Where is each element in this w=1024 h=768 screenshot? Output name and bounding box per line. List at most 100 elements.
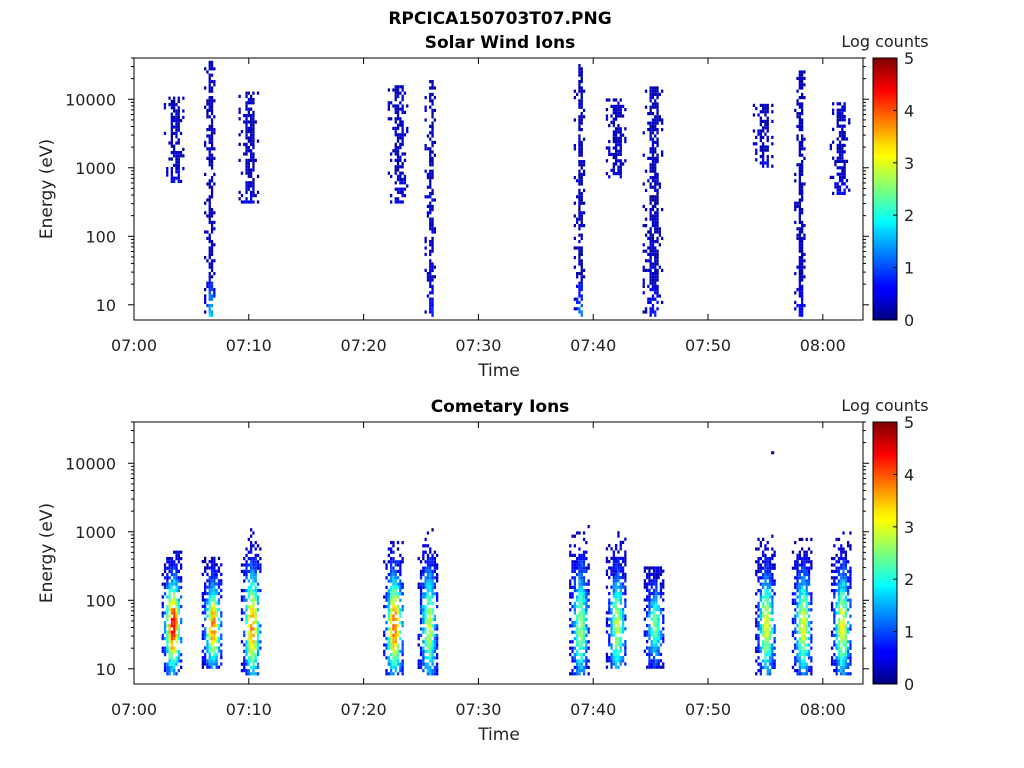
spectrogram-cell	[175, 135, 178, 139]
spectrogram-cell	[436, 653, 439, 657]
spectrogram-cell	[798, 80, 801, 84]
spectrogram-cell	[429, 179, 432, 183]
spectrogram-cell	[163, 611, 167, 615]
spectrogram-cell	[608, 152, 611, 156]
spectrogram-cell	[580, 217, 583, 221]
spectrogram-cell	[175, 109, 178, 113]
spectrogram-cell	[256, 598, 260, 602]
spectrogram-cell	[648, 595, 651, 599]
spectrogram-cell	[245, 181, 248, 185]
spectrogram-cell	[651, 169, 655, 173]
spectrogram-cell	[798, 115, 801, 119]
spectrogram-cell	[247, 579, 250, 583]
spectrogram-cell	[842, 630, 845, 634]
spectrogram-cell	[798, 208, 801, 212]
spectrogram-cell	[585, 541, 588, 545]
spectrogram-cell	[619, 175, 622, 179]
spectrogram-cell	[844, 646, 847, 650]
spectrogram-cell	[256, 608, 260, 612]
spectrogram-cell	[657, 649, 660, 653]
spectrogram-cell	[431, 243, 434, 247]
spectrogram-cell	[394, 608, 397, 612]
spectrogram-cell	[390, 585, 393, 589]
spectrogram-cell	[656, 176, 659, 180]
spectrogram-cell	[757, 643, 760, 647]
spectrogram-cell	[617, 585, 620, 589]
spectrogram-cell	[576, 672, 579, 676]
spectrogram-cell	[656, 224, 659, 228]
spectrogram-cell	[615, 152, 618, 156]
spectrogram-cell	[657, 592, 660, 596]
spectrogram-cell	[587, 630, 590, 634]
spectrogram-cell	[175, 157, 178, 161]
spectrogram-cell	[835, 624, 838, 628]
spectrogram-cell	[798, 268, 801, 272]
spectrogram-cell	[173, 595, 176, 599]
spectrogram-cell	[771, 611, 774, 615]
spectrogram-cell	[648, 646, 651, 650]
spectrogram-cell	[798, 288, 801, 292]
spectrogram-cell	[403, 110, 407, 114]
spectrogram-cell	[394, 110, 397, 114]
spectrogram-cell	[582, 89, 586, 93]
spectrogram-cell	[657, 662, 660, 666]
spectrogram-cell	[757, 627, 760, 631]
spectrogram-cell	[582, 598, 586, 602]
spectrogram-cell	[844, 614, 847, 618]
spectrogram-cell	[615, 108, 618, 112]
spectrogram-cell	[803, 656, 806, 660]
spectrogram-cell	[213, 646, 216, 650]
spectrogram-cell	[422, 585, 425, 589]
spectrogram-cell	[163, 566, 167, 570]
spectrogram-cell	[656, 102, 659, 106]
spectrogram-cell	[654, 134, 657, 138]
spectrogram-cell	[612, 165, 615, 169]
spectrogram-cell	[617, 563, 620, 567]
spectrogram-cell	[429, 160, 432, 164]
spectrogram-cell	[571, 669, 574, 673]
spectrogram-cell	[180, 653, 183, 657]
spectrogram-cell	[801, 140, 804, 144]
spectrogram-cell	[836, 188, 839, 192]
spectrogram-cell	[208, 649, 211, 653]
spectrogram-cell	[757, 637, 760, 641]
spectrogram-cell	[841, 134, 844, 138]
spectrogram-cell	[569, 582, 572, 586]
spectrogram-cell	[180, 563, 183, 567]
spectrogram-cell	[580, 67, 583, 71]
spectrogram-cell	[254, 585, 257, 589]
spectrogram-cell	[252, 560, 255, 564]
spectrogram-cell	[755, 573, 758, 577]
spectrogram-cell	[580, 73, 583, 77]
spectrogram-cell	[833, 611, 836, 615]
spectrogram-cell	[573, 656, 576, 660]
spectrogram-cell	[166, 669, 169, 673]
spectrogram-cell	[798, 243, 801, 247]
spectrogram-cell	[396, 126, 400, 130]
spectrogram-cell	[612, 140, 615, 144]
spectrogram-cell	[662, 592, 665, 596]
spectrogram-cell	[662, 665, 665, 669]
spectrogram-cell	[838, 140, 842, 144]
spectrogram-cell	[771, 119, 774, 123]
spectrogram-cell	[759, 649, 762, 653]
spectrogram-cell	[582, 537, 586, 541]
spectrogram-cell	[419, 582, 423, 586]
spectrogram-cell	[392, 624, 395, 628]
spectrogram-cell	[803, 595, 806, 599]
spectrogram-cell	[206, 99, 209, 103]
spectrogram-cell	[175, 151, 178, 155]
spectrogram-cell	[801, 291, 804, 295]
spectrogram-cell	[841, 179, 844, 183]
spectrogram-cell	[390, 643, 393, 647]
spectrogram-cell	[580, 195, 583, 199]
spectrogram-cell	[582, 563, 586, 567]
spectrogram-cell	[764, 637, 767, 641]
spectrogram-cell	[801, 147, 804, 151]
spectrogram-cell	[256, 139, 260, 143]
spectrogram-cell	[655, 588, 658, 592]
spectrogram-cell	[847, 665, 850, 669]
spectrogram-cell	[619, 143, 622, 147]
spectrogram-cell	[250, 585, 253, 589]
spectrogram-cell	[436, 662, 439, 666]
